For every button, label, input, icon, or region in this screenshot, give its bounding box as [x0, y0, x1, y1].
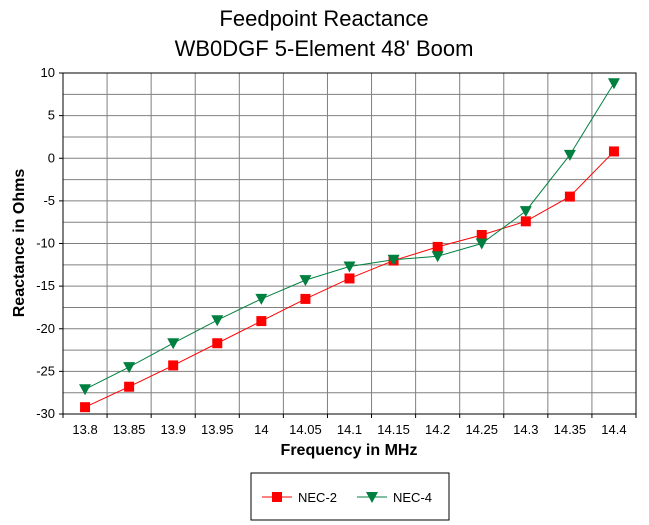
x-axis-ticks: 13.8 13.85 13.9 13.95 14 14.05 14.1 14.15 14.2 14… — [62, 414, 637, 437]
data-point — [212, 338, 223, 349]
data-point — [519, 206, 532, 218]
y-tick-label: 5 — [48, 108, 55, 123]
x-tick-label: 13.8 — [72, 422, 97, 437]
x-tick-label: 14.3 — [513, 422, 538, 437]
y-tick-label: 10 — [41, 65, 55, 80]
x-tick-label: 13.85 — [113, 422, 146, 437]
data-point — [168, 360, 179, 371]
data-point — [344, 273, 355, 284]
data-point — [343, 261, 356, 273]
data-point — [256, 316, 267, 327]
x-tick-label: 14 — [254, 422, 268, 437]
series-nec-4 — [79, 78, 620, 396]
x-tick-label: 13.95 — [201, 422, 234, 437]
y-tick-label: -20 — [36, 321, 55, 336]
series-line — [84, 82, 615, 390]
x-tick-label: 14.2 — [425, 422, 450, 437]
data-point — [300, 293, 311, 304]
x-tick-label: 14.05 — [289, 422, 322, 437]
series-layer — [79, 78, 620, 413]
data-point — [607, 78, 620, 90]
data-point — [299, 275, 312, 287]
x-tick-label: 14.35 — [554, 422, 587, 437]
data-point — [211, 315, 224, 327]
x-tick-label: 14.4 — [601, 422, 626, 437]
data-point — [124, 381, 135, 392]
legend-marker — [272, 492, 282, 502]
x-tick-label: 13.9 — [161, 422, 186, 437]
legend-entry-nec-4: NEC-4 — [357, 490, 432, 505]
series-nec-2 — [80, 146, 619, 413]
data-point — [123, 362, 136, 374]
legend-marker — [366, 492, 378, 503]
chart-subtitle: WB0DGF 5-Element 48' Boom — [175, 36, 474, 61]
y-tick-label: -15 — [36, 278, 55, 293]
data-point — [520, 216, 531, 227]
y-tick-label: -30 — [36, 406, 55, 421]
data-point — [79, 384, 92, 396]
y-tick-label: -25 — [36, 363, 55, 378]
data-point — [167, 338, 180, 350]
x-axis-label: Frequency in MHz — [281, 442, 418, 459]
data-point — [475, 238, 488, 250]
legend: NEC-2 NEC-4 — [250, 472, 450, 521]
legend-entry-nec-2: NEC-2 — [262, 490, 337, 505]
grid-lines — [62, 72, 637, 415]
y-tick-label: -10 — [36, 236, 55, 251]
legend-items: NEC-2 NEC-4 — [262, 490, 432, 505]
data-point — [563, 149, 576, 161]
y-axis-label: Reactance in Ohms — [11, 169, 28, 318]
data-point — [432, 241, 443, 252]
data-point — [255, 293, 268, 305]
x-tick-label: 14.25 — [465, 422, 498, 437]
y-tick-label: -5 — [43, 193, 55, 208]
legend-label: NEC-2 — [298, 490, 337, 505]
data-point — [564, 191, 575, 202]
y-axis-ticks: 10 5 0 -5 -10 -15 -20 -25 -30 — [36, 65, 63, 421]
x-tick-label: 14.15 — [377, 422, 410, 437]
data-point — [387, 254, 400, 266]
x-tick-label: 14.1 — [337, 422, 362, 437]
data-point — [80, 402, 91, 413]
data-point — [608, 146, 619, 157]
chart-title: Feedpoint Reactance — [219, 6, 428, 31]
legend-label: NEC-4 — [393, 490, 432, 505]
y-tick-label: 0 — [48, 150, 55, 165]
data-point — [476, 229, 487, 240]
data-point — [431, 251, 444, 263]
